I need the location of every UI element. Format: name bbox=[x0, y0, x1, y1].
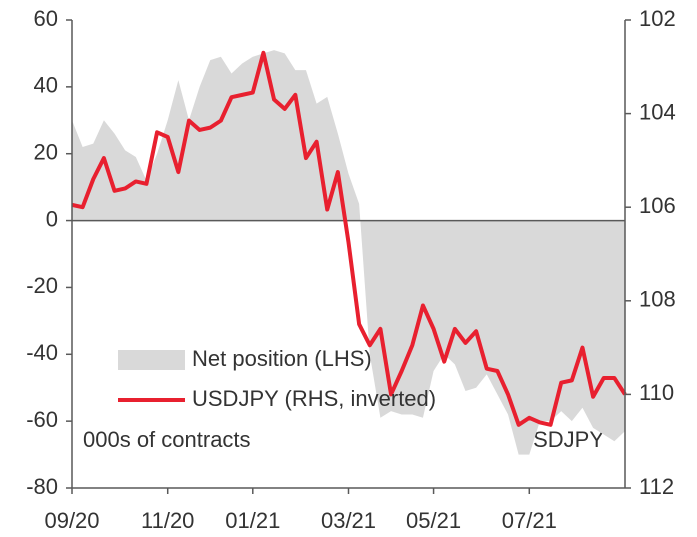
y-tick-label: -20 bbox=[26, 273, 58, 298]
x-tick-label: 01/21 bbox=[225, 508, 280, 533]
y2-tick-label: 104 bbox=[639, 99, 676, 124]
x-tick-label: 09/20 bbox=[44, 508, 99, 533]
y-tick-label: -80 bbox=[26, 474, 58, 499]
y-tick-label: 40 bbox=[34, 73, 58, 98]
legend-swatch bbox=[118, 350, 185, 370]
line bbox=[71, 50, 627, 427]
y-tick-label: -60 bbox=[26, 407, 58, 432]
y2-tick-label: 108 bbox=[639, 287, 676, 312]
plot-area bbox=[71, 50, 627, 455]
x-tick-label: 03/21 bbox=[321, 508, 376, 533]
y-unit-annotation: 000s of contracts bbox=[83, 427, 251, 452]
legend-label: Net position (LHS) bbox=[192, 346, 372, 371]
area bbox=[72, 50, 625, 455]
y-tick-label: 20 bbox=[34, 140, 58, 165]
x-tick-label: 05/21 bbox=[406, 508, 461, 533]
legend-label: USDJPY (RHS, inverted) bbox=[192, 386, 436, 411]
y-tick-label: 0 bbox=[46, 206, 58, 231]
y-tick-label: 60 bbox=[34, 6, 58, 31]
y2-tick-label: 102 bbox=[639, 6, 676, 31]
y2-tick-label: 110 bbox=[639, 380, 674, 405]
x-tick-label: 07/21 bbox=[502, 508, 557, 533]
y2-tick-label: 106 bbox=[639, 193, 676, 218]
y-tick-label: -40 bbox=[26, 340, 58, 365]
x-tick-label: 11/20 bbox=[141, 508, 194, 533]
y2-tick-label: 112 bbox=[639, 474, 674, 499]
